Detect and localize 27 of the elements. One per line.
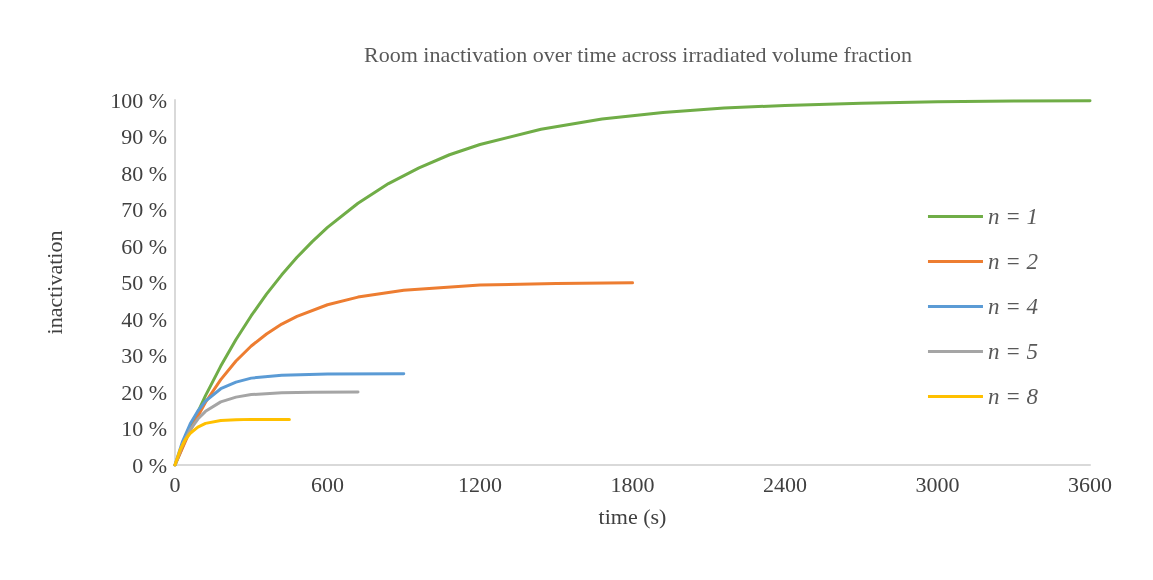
y-tick-label: 50 % [121, 270, 167, 295]
x-tick-label: 0 [169, 471, 181, 497]
y-tick-label: 60 % [121, 233, 167, 259]
y-tick-label: 40 % [121, 306, 167, 332]
x-tick-label: 3000 [915, 471, 960, 497]
x-tick-label: 2400 [763, 471, 807, 497]
x-axis-title: time (s) [598, 503, 667, 529]
legend-label: n = 8 [987, 384, 1039, 409]
legend-label: n = 2 [987, 249, 1039, 274]
y-tick-label: 20 % [121, 379, 167, 405]
chart-title: Room inactivation over time across irradiated volume fraction [364, 41, 912, 67]
x-tick-label: 1800 [610, 471, 655, 497]
y-tick-label: 10 % [121, 416, 167, 441]
y-tick-label: 100 % [110, 87, 167, 113]
legend-label: n = 5 [987, 339, 1039, 364]
y-axis-title: inactivation [41, 230, 67, 335]
x-tick-label: 1200 [458, 471, 502, 497]
legend-label: n = 4 [987, 294, 1039, 319]
x-tick-label: 3600 [1068, 471, 1112, 497]
y-tick-label: 90 % [121, 124, 167, 149]
line-series [173, 417, 291, 467]
x-tick-label: 600 [311, 471, 344, 497]
y-tick-label: 30 % [121, 343, 167, 368]
legend-label: n = 1 [987, 204, 1039, 229]
y-tick-label: 70 % [121, 197, 167, 222]
y-tick-label: 0 % [132, 452, 167, 478]
y-tick-label: 80 % [121, 160, 167, 186]
